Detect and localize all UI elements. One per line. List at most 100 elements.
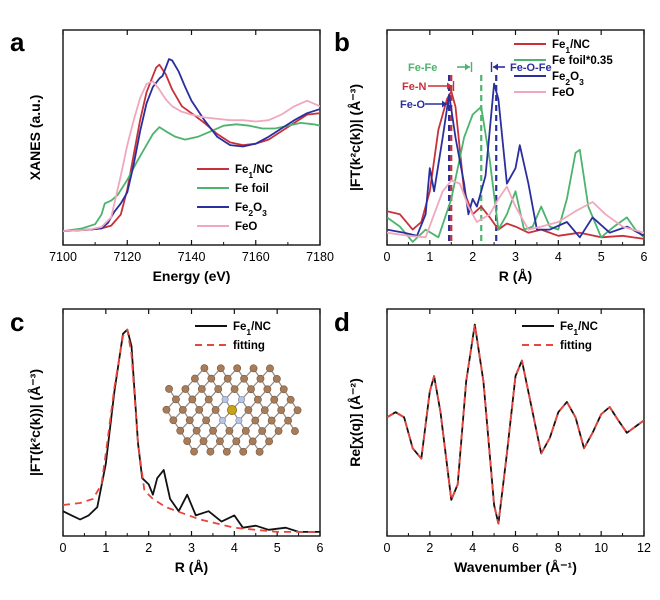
carbon-atom [232, 437, 241, 446]
legend-entry: Fe foil [235, 183, 269, 195]
x-axis-title: Energy (eV) [153, 268, 231, 284]
carbon-atom [248, 437, 257, 446]
peak-annotation: Fe-O [400, 99, 426, 111]
x-axis-title: R (Å) [175, 559, 208, 575]
y-axis-title: XANES (a.u.) [27, 95, 43, 181]
carbon-atom [176, 426, 185, 435]
carbon-atom [244, 406, 253, 414]
x-tick-label: 0 [384, 250, 391, 264]
carbon-atom [181, 385, 190, 393]
series-line [63, 80, 320, 232]
carbon-atom [277, 406, 286, 415]
y-axis-title: |FT(k²c(k))| (Å⁻³) [27, 369, 43, 476]
x-tick-label: 1 [426, 250, 433, 264]
carbon-atom [192, 426, 201, 435]
x-tick-label: 3 [512, 250, 519, 264]
series-group [63, 58, 320, 232]
legend-text-part: fitting [233, 340, 265, 352]
legend-subscript: 1 [246, 327, 251, 337]
carbon-atom [207, 374, 216, 383]
annotation-arrowhead [447, 82, 452, 90]
carbon-atom [209, 426, 217, 435]
panel-d-q-space-fitting-chart: d 0 2 4 6 8 10 12 Wavenumber (Å⁻¹) Re[χ(q)] (Å⁻²)… [334, 307, 651, 575]
carbon-atom [233, 364, 242, 373]
legend-text-part: /NC [253, 164, 273, 176]
carbon-atom [241, 427, 250, 435]
carbon-atom [165, 385, 173, 393]
carbon-atom [223, 374, 232, 383]
carbon-atom [202, 416, 211, 425]
x-axis-title: Wavenumber (Å⁻¹) [454, 559, 577, 575]
legend-text-part: /NC [578, 321, 598, 333]
series-line [63, 63, 320, 232]
carbon-atom [279, 385, 288, 394]
carbon-atom [255, 447, 264, 456]
annotation-arrowhead [493, 63, 498, 71]
x-tick-label: 5 [598, 250, 605, 264]
carbon-atom [267, 416, 276, 425]
carbon-atom [183, 437, 192, 446]
legend-text-part: Fe [560, 321, 573, 333]
carbon-atom [265, 437, 273, 446]
carbon-atom [195, 405, 204, 414]
panel-letter: b [334, 27, 350, 57]
legend-text-part: /NC [251, 321, 271, 333]
carbon-atom [251, 416, 260, 425]
nitrogen-atom [235, 416, 243, 424]
carbon-atom [286, 395, 295, 404]
legend-entry: FeO [552, 87, 574, 99]
carbon-atom [172, 395, 180, 404]
legend-subscript: 3 [262, 208, 267, 218]
legend-text-part: FeO [552, 87, 574, 99]
legend-text-part: Fe foil [235, 183, 269, 195]
legend-subscript: 1 [248, 170, 253, 180]
legend-text-part: Fe [233, 321, 246, 333]
carbon-atom [256, 374, 265, 383]
x-tick-label: 7120 [113, 250, 141, 264]
carbon-atom [249, 364, 258, 373]
series-line [63, 328, 320, 533]
legend-text-part: Fe [552, 39, 565, 51]
series-group [387, 82, 644, 243]
carbon-atom [206, 447, 215, 456]
carbon-atom [178, 405, 187, 414]
carbon-atom [239, 447, 248, 456]
y-axis-title: |FT(k²c(k))| (Å⁻³) [347, 84, 363, 191]
legend-entry: Fe2O3 [235, 202, 267, 218]
x-tick-label: 7140 [178, 250, 206, 264]
x-tick-label: 5 [274, 541, 281, 555]
x-tick-label: 0 [60, 541, 67, 555]
nitrogen-atom [237, 396, 245, 404]
carbon-atom [258, 427, 267, 435]
panel-letter: d [334, 307, 350, 337]
series-line [387, 179, 644, 239]
carbon-atom [272, 374, 281, 383]
legend-subscript: 3 [579, 77, 584, 87]
carbon-atom [293, 406, 302, 415]
y-axis-title: Re[χ(q)] (Å⁻²) [347, 378, 363, 467]
legend-text-part: O [253, 202, 262, 214]
x-tick-label: 1 [102, 541, 109, 555]
carbon-atom [260, 406, 269, 415]
legend-text-part: Fe foil*0.35 [552, 55, 613, 67]
legend-entry: Fe1/NC [233, 321, 271, 337]
peak-annotation: Fe-N [402, 81, 427, 93]
carbon-atom [214, 385, 223, 393]
x-tick-label: 10 [594, 541, 608, 555]
carbon-atom [204, 395, 213, 404]
nitrogen-atom [219, 416, 227, 424]
x-tick-label: 6 [512, 541, 519, 555]
x-tick-label: 4 [555, 250, 562, 264]
series-group [63, 328, 320, 533]
carbon-atom [216, 364, 225, 373]
carbon-atom [211, 406, 220, 414]
carbon-atom [191, 374, 199, 383]
x-tick-label: 2 [469, 250, 476, 264]
legend-entry: Fe1/NC [235, 164, 273, 180]
legend-entry: Fe2O3 [552, 71, 584, 87]
carbon-atom [247, 385, 255, 394]
series-line [387, 323, 644, 525]
carbon-atom [253, 395, 262, 404]
x-tick-label: 2 [145, 541, 152, 555]
x-tick-label: 7100 [49, 250, 77, 264]
